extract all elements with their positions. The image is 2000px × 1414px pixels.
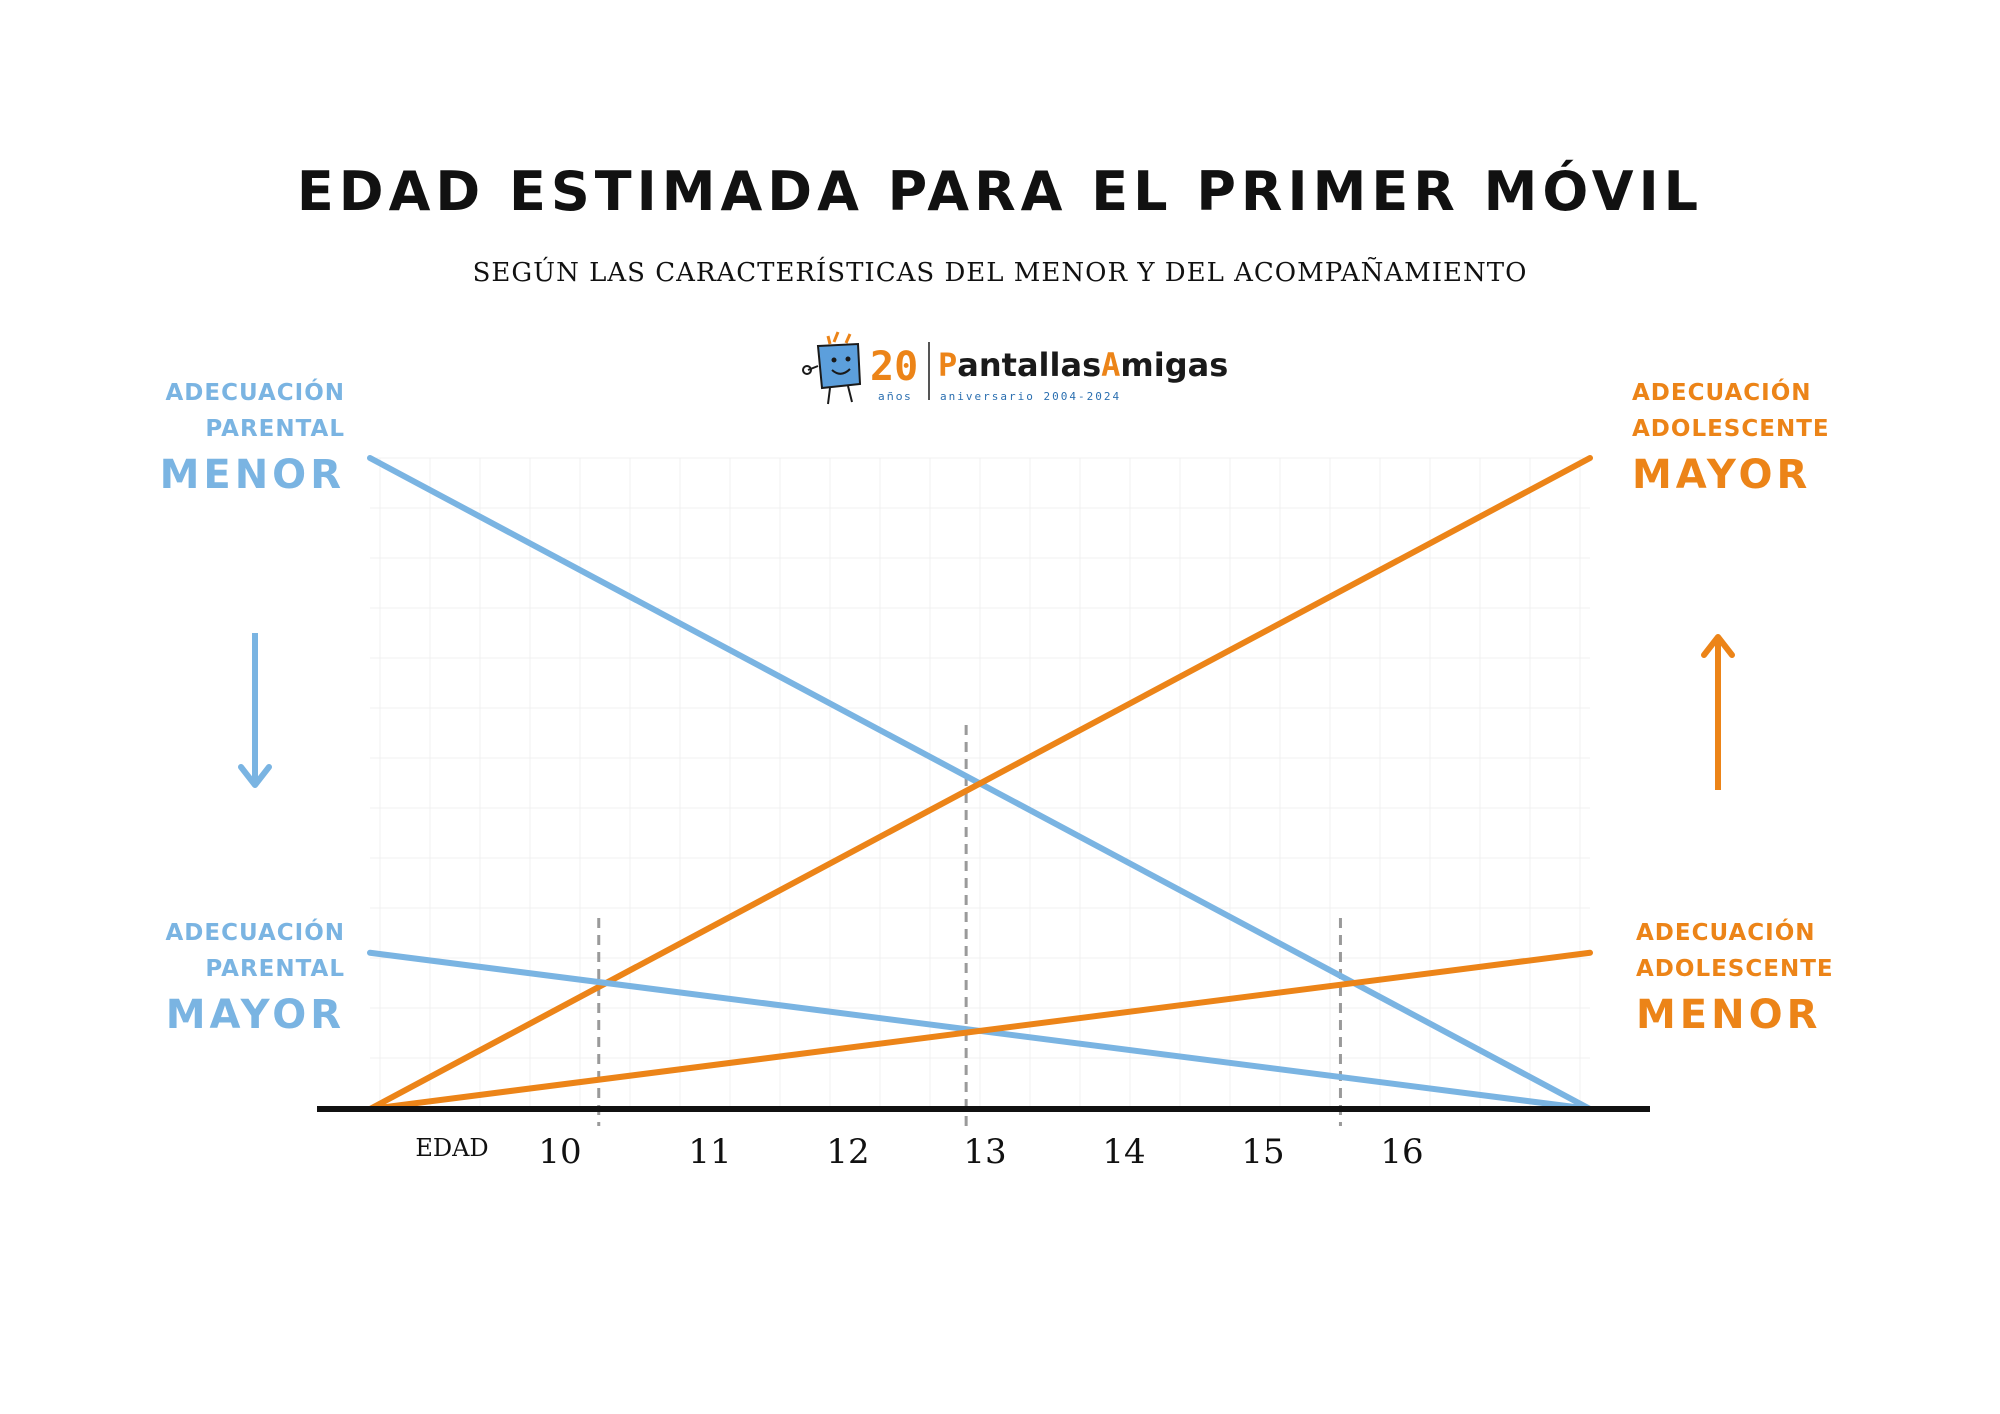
label-big: MAYOR <box>1632 452 1812 498</box>
logo-name: PantallasAmigas <box>938 346 1228 384</box>
x-ticks: 10 11 12 13 14 15 16 <box>538 1132 1423 1172</box>
label-big: MENOR <box>159 452 345 498</box>
label-big: MENOR <box>1636 992 1822 1038</box>
x-tick-label: 15 <box>1241 1132 1284 1172</box>
x-tick-label: 13 <box>963 1132 1006 1172</box>
logo-name-p: P <box>938 346 958 384</box>
label-adolescente-menor: ADECUACIÓN ADOLESCENTE MENOR <box>1636 915 1956 1043</box>
logo-number: 20 <box>870 344 919 390</box>
down-arrow-icon <box>238 633 272 788</box>
logo-tagline: aniversario 2004-2024 <box>940 390 1122 403</box>
label-parental-mayor: ADECUACIÓN PARENTAL MAYOR <box>60 915 345 1043</box>
label-adolescente-mayor: ADECUACIÓN ADOLESCENTE MAYOR <box>1632 375 1952 503</box>
page-title: EDAD ESTIMADA PARA EL PRIMER MÓVIL <box>296 160 1704 223</box>
logo-years: años <box>878 390 913 403</box>
label-line: PARENTAL <box>205 956 345 982</box>
label-line: ADOLESCENTE <box>1632 416 1830 442</box>
logo-divider <box>928 342 930 400</box>
logo-name-a: A <box>1101 346 1121 384</box>
series-line <box>367 455 1593 1112</box>
label-line: ADECUACIÓN <box>1632 380 1812 406</box>
chart-series <box>367 455 1593 1112</box>
label-line: PARENTAL <box>205 416 345 442</box>
chart-grid <box>370 457 1590 1109</box>
up-arrow-icon <box>1701 634 1735 790</box>
chart-guides <box>597 725 1342 1126</box>
logo-name-antallas: antallas <box>957 346 1102 384</box>
x-axis-label: EDAD <box>415 1134 488 1162</box>
series-line <box>367 949 1593 1112</box>
mascot-icon <box>802 331 862 405</box>
label-big: MAYOR <box>165 992 345 1038</box>
label-parental-menor: ADECUACIÓN PARENTAL MENOR <box>60 375 345 503</box>
page-subtitle: SEGÚN LAS CARACTERÍSTICAS DEL MENOR Y DE… <box>472 258 1528 288</box>
x-tick-label: 11 <box>688 1132 731 1172</box>
x-tick-label: 10 <box>538 1132 581 1172</box>
label-line: ADECUACIÓN <box>165 380 345 406</box>
x-tick-label: 12 <box>826 1132 869 1172</box>
x-tick-label: 16 <box>1380 1132 1423 1172</box>
label-line: ADECUACIÓN <box>1636 920 1816 946</box>
logo-name-migas: migas <box>1120 346 1229 384</box>
x-tick-label: 14 <box>1102 1132 1145 1172</box>
pantallas-amigas-logo: 20 años PantallasAmigas aniversario 2004… <box>800 330 1228 410</box>
label-line: ADOLESCENTE <box>1636 956 1834 982</box>
label-line: ADECUACIÓN <box>165 920 345 946</box>
